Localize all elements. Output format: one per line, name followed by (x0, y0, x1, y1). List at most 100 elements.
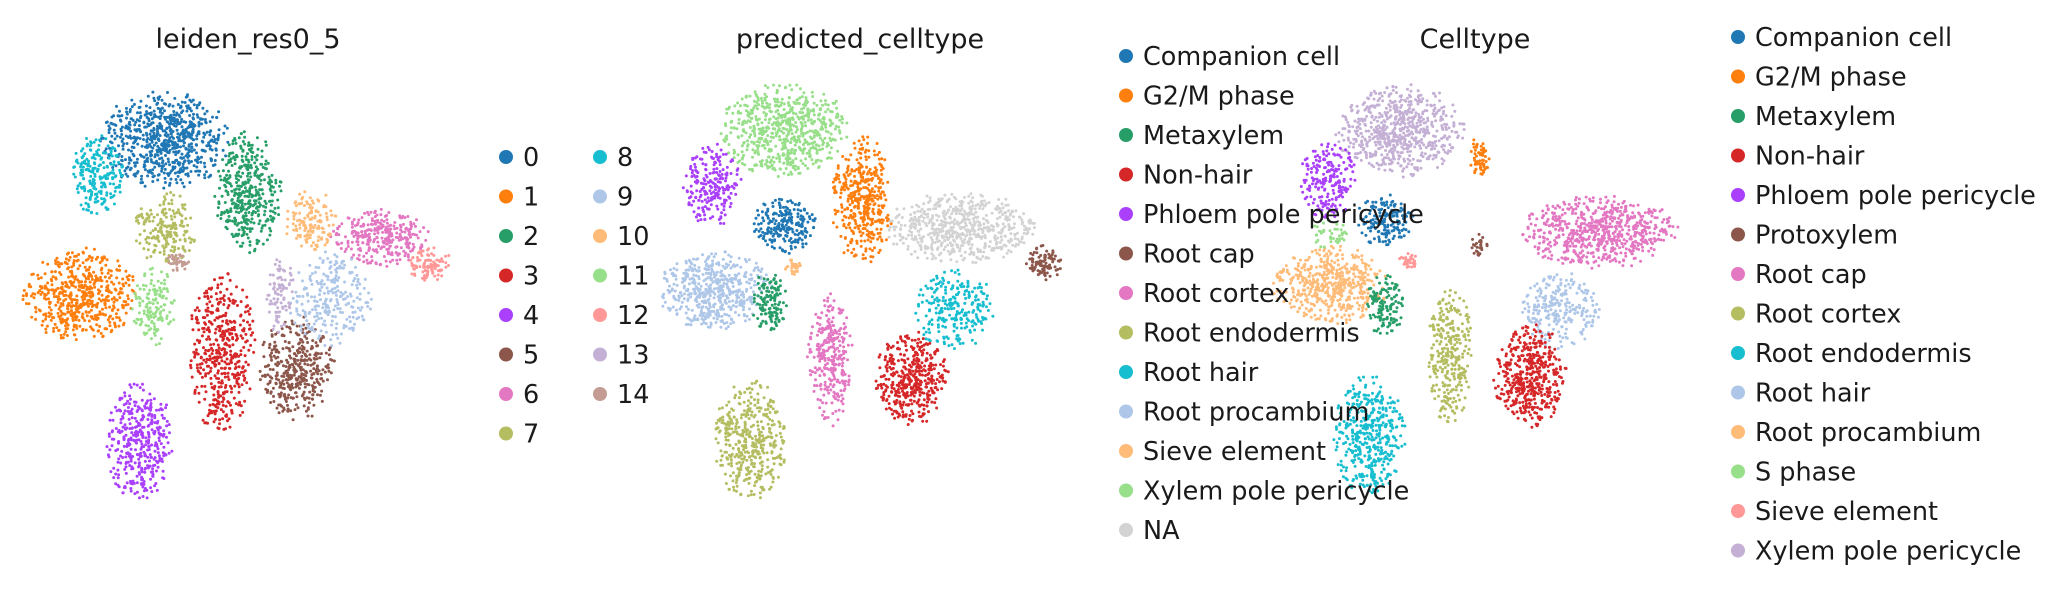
cluster-phloem-pole-pericycle (681, 142, 743, 225)
cluster-4 (105, 382, 174, 500)
legend-item-11: 11 (593, 262, 649, 292)
scatter-points-predicted-celltype (661, 83, 1063, 500)
cluster-root-hair (914, 268, 995, 351)
legend-marker (499, 189, 513, 204)
legend-marker (499, 229, 513, 243)
legend-item-sieve-element: Sieve element (1119, 437, 1326, 467)
legend-marker (1731, 267, 1745, 281)
legend-marker (1119, 444, 1133, 458)
legend-label: Root endodermis (1755, 339, 1972, 369)
legend-item-6: 6 (499, 380, 539, 410)
cluster-protoxylem (1470, 232, 1489, 257)
legend-marker (499, 347, 513, 362)
legend-label: Xylem pole pericycle (1143, 477, 1409, 507)
cluster-metaxylem (1366, 274, 1405, 335)
legend-marker (593, 229, 607, 243)
legend-item-12: 12 (593, 301, 649, 331)
legend-predicted-celltype: Companion cell G2/M phase Metaxylem Non-hai… (1119, 42, 1424, 546)
legend-item-root-endodermis: Root endodermis (1119, 319, 1360, 349)
legend-marker (1119, 246, 1133, 261)
legend-item-root-endodermis: Root endodermis (1731, 339, 1972, 369)
cluster-g2-m-phase (831, 135, 893, 264)
legend-item-companion-cell: Companion cell (1731, 23, 1952, 53)
legend-label: 14 (617, 380, 649, 410)
legend-marker (1119, 523, 1133, 537)
cluster-11 (130, 266, 176, 347)
legend-item-metaxylem: Metaxylem (1731, 102, 1896, 132)
cluster-8 (72, 134, 124, 215)
cluster-s-phase (1313, 218, 1348, 249)
cluster-root-cortex (805, 292, 854, 428)
cluster-metaxylem (752, 273, 788, 332)
legend-label: Root cortex (1755, 300, 1901, 330)
legend-label: Non-hair (1143, 161, 1253, 191)
cluster-5 (258, 315, 336, 422)
legend-label: Non-hair (1755, 142, 1865, 172)
legend-marker (499, 426, 513, 441)
legend-item-9: 9 (593, 183, 633, 213)
cluster-0 (98, 90, 230, 190)
legend-marker (1119, 404, 1133, 419)
legend-label: 4 (523, 301, 539, 331)
legend-label: S phase (1755, 458, 1856, 488)
legend-marker (593, 308, 607, 322)
legend-label: 9 (617, 183, 633, 213)
panel-title-celltype: Celltype (1420, 24, 1531, 55)
legend-item-xylem-pole-pericycle: Xylem pole pericycle (1119, 477, 1409, 507)
legend-marker (1731, 148, 1745, 163)
cluster-13 (265, 258, 295, 334)
legend-label: Root procambium (1755, 418, 1981, 448)
legend-item-non-hair: Non-hair (1119, 161, 1253, 191)
legend-marker (593, 150, 607, 164)
legend-item-s-phase: S phase (1731, 458, 1856, 488)
legend-label: 13 (617, 341, 649, 371)
legend-marker (1119, 128, 1133, 142)
cluster-3 (189, 272, 257, 431)
legend-marker (593, 189, 607, 204)
legend-item-root-cortex: Root cortex (1731, 300, 1901, 330)
legend-item-10: 10 (593, 222, 649, 252)
cluster-sieve-element (1398, 252, 1417, 269)
legend-item-protoxylem: Protoxylem (1731, 221, 1898, 251)
legend-item-root-hair: Root hair (1119, 358, 1259, 388)
legend-marker (1731, 425, 1745, 439)
cluster-2 (213, 130, 283, 255)
legend-marker (1119, 167, 1133, 182)
cluster-g2-m-phase (1469, 138, 1491, 176)
legend-marker (1731, 109, 1745, 123)
legend-label: Xylem pole pericycle (1755, 537, 2021, 567)
legend-label: 2 (523, 222, 539, 252)
cluster-7 (134, 191, 196, 265)
cluster-6 (329, 207, 430, 268)
legend-item-2: 2 (499, 222, 539, 252)
legend-item-5: 5 (499, 341, 539, 371)
legend-item-root-hair: Root hair (1731, 379, 1871, 409)
cluster-root-cortex (1427, 288, 1473, 424)
legend-item-8: 8 (593, 143, 633, 173)
legend-label: 5 (523, 341, 539, 371)
legend-item-1: 1 (499, 183, 539, 213)
legend-label: Metaxylem (1143, 121, 1284, 151)
legend-item-3: 3 (499, 262, 539, 292)
legend-marker (499, 308, 513, 322)
legend-item-phloem-pole-pericycle: Phloem pole pericycle (1731, 181, 2036, 211)
legend-marker (1731, 504, 1745, 518)
panel-title-leiden: leiden_res0_5 (155, 24, 340, 55)
cluster-root-endodermis (714, 379, 786, 500)
legend-marker (593, 387, 607, 401)
legend-item-xylem-pole-pericycle: Xylem pole pericycle (1731, 537, 2021, 567)
legend-marker (1119, 365, 1133, 379)
legend-item-root-procambium: Root procambium (1731, 418, 1981, 448)
legend-item-7: 7 (499, 420, 539, 450)
legend-marker (1731, 30, 1745, 44)
legend-label: NA (1143, 516, 1180, 546)
legend-item-13: 13 (593, 341, 649, 371)
legend-marker (1731, 464, 1745, 479)
scatter-points-leiden (21, 90, 451, 500)
legend-marker (1119, 483, 1133, 498)
legend-marker (1731, 306, 1745, 321)
cluster-xylem-pole-pericycle (719, 83, 849, 178)
cluster-sieve-element (784, 258, 802, 276)
legend-marker (1119, 49, 1133, 63)
legend-label: G2/M phase (1755, 63, 1907, 93)
